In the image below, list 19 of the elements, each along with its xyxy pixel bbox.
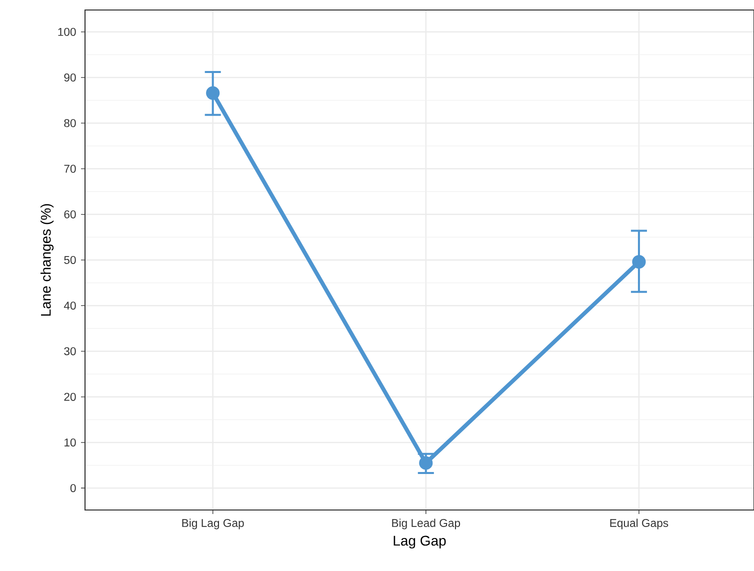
x-tick-label: Big Lead Gap — [392, 518, 460, 530]
y-tick-label: 80 — [64, 119, 76, 128]
point — [206, 86, 220, 100]
x-tick-label: Equal Gaps — [610, 518, 668, 530]
y-tick-label: 0 — [70, 484, 76, 492]
y-tick-label: 30 — [64, 347, 76, 356]
y-tick-label: 70 — [64, 164, 76, 173]
y-tick-label: 50 — [64, 256, 76, 264]
y-tick-label: 90 — [64, 74, 76, 82]
y-tick-label: 10 — [64, 438, 76, 446]
x-axis-title: Lag Gap — [394, 536, 446, 548]
point — [632, 255, 646, 269]
y-tick-label: 20 — [64, 392, 76, 401]
y-tick-label: 40 — [64, 302, 76, 310]
y-tick-label: 60 — [64, 210, 76, 218]
x-tick-label: Big Lag Gap — [182, 518, 244, 530]
y-axis-title: Lane changes (%) — [40, 204, 54, 316]
y-tick-label: 100 — [58, 28, 76, 36]
point — [419, 456, 433, 470]
